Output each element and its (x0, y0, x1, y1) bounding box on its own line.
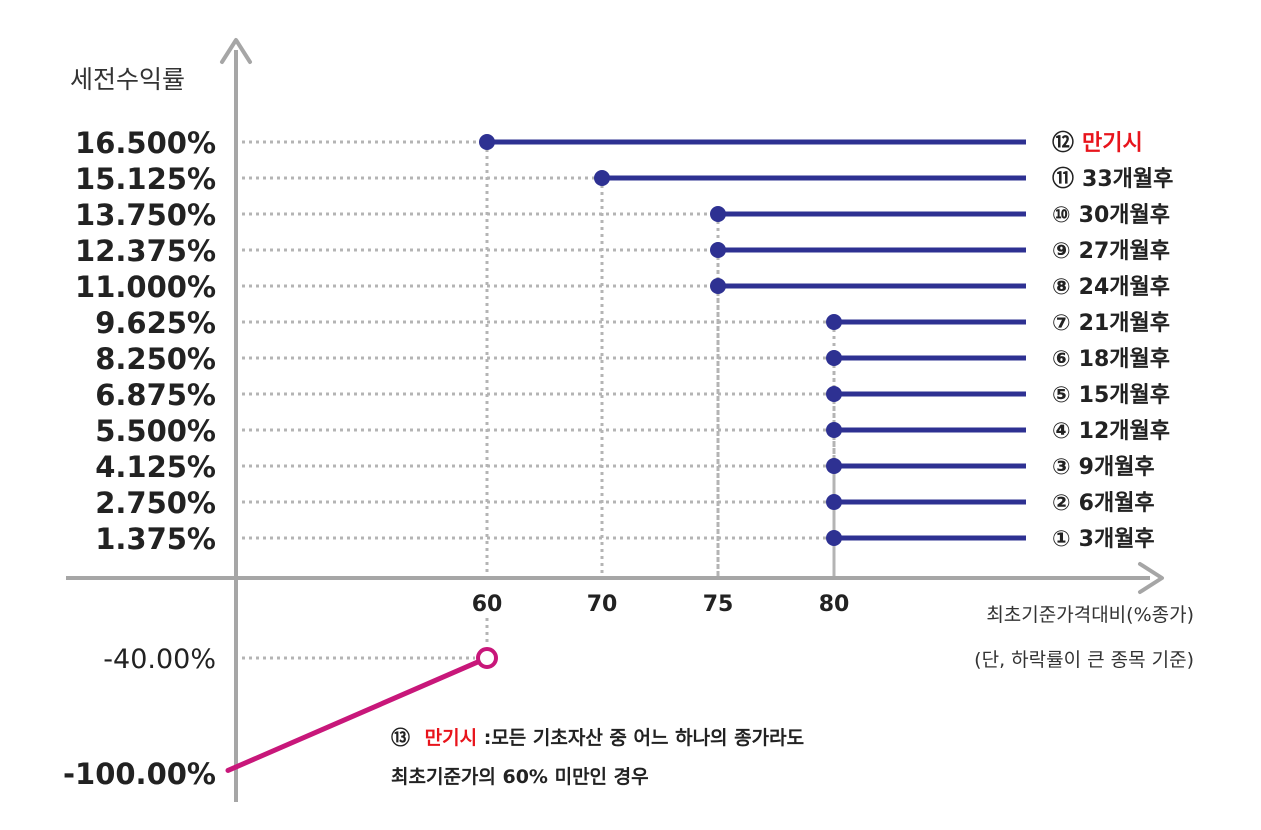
y-tick-label: 1.375% (95, 522, 216, 556)
loss-line (225, 659, 480, 773)
x-tick-label: 75 (703, 592, 734, 617)
y-tick-label: 15.125% (75, 162, 216, 196)
payoff-point (826, 494, 842, 510)
series-label-text: 15개월후 (1079, 383, 1170, 408)
y-tick-label: -100.00% (63, 757, 216, 791)
series-label-text: 27개월후 (1079, 239, 1170, 264)
payoff-point (826, 530, 842, 546)
series-label-text: 만기시 (1082, 131, 1143, 156)
y-tick-label: 16.500% (75, 126, 216, 160)
series-label-number: ⑪ (1052, 166, 1074, 192)
series-label: ⑦ 21개월후 (1052, 311, 1170, 336)
series-label: ⑤ 15개월후 (1052, 383, 1170, 408)
y-axis-title: 세전수익률 (70, 65, 185, 94)
y-tick-label: -40.00% (103, 644, 216, 675)
series-label-number: ③ (1052, 455, 1071, 480)
annotation-line-2: 최초기준가의 60% 미만인 경우 (391, 766, 649, 788)
payoff-point (710, 206, 726, 222)
series-label-number: ⑫ (1052, 130, 1074, 156)
payoff-point (826, 350, 842, 366)
y-tick-label: 5.500% (95, 414, 216, 448)
x-tick-label: 80 (819, 592, 850, 617)
series-labels: ⑫ 만기시 ⑪ 33개월후 ⑩ 30개월후 ⑨ 27개월후 ⑧ 24개월후 ⑦ 21개월후 ⑥ 18개월후… (1052, 130, 1173, 552)
series-label-number: ⑧ (1052, 275, 1071, 300)
payoff-point (594, 170, 610, 186)
payoff-point (826, 458, 842, 474)
y-tick-label: 11.000% (75, 270, 216, 304)
y-axis-arrow-icon (220, 38, 252, 64)
loss-point-open (476, 647, 498, 669)
series-label-number: ⑨ (1052, 239, 1071, 264)
y-tick-label: 8.250% (95, 342, 216, 376)
annotation-text-1: :모든 기초자산 중 어느 하나의 종가라도 (484, 727, 804, 749)
payoff-point (826, 386, 842, 402)
series-label: ⑧ 24개월후 (1052, 275, 1170, 300)
series-label-text: 18개월후 (1079, 347, 1170, 372)
payoff-point (479, 134, 495, 150)
annotation-line-1: ⑬ 만기시 :모든 기초자산 중 어느 하나의 종가라도 (391, 726, 804, 749)
y-tick-label: 12.375% (75, 234, 216, 268)
series-label: ⑨ 27개월후 (1052, 239, 1170, 264)
series-label-number: ⑦ (1052, 311, 1071, 336)
y-tick-label: 9.625% (95, 306, 216, 340)
series-label: ⑫ 만기시 (1052, 130, 1143, 156)
y-tick-label: 13.750% (75, 198, 216, 232)
payoff-point (710, 278, 726, 294)
series-label-text: 30개월후 (1079, 203, 1170, 228)
annotation-highlight: 만기시 (425, 727, 477, 749)
x-tick-label: 60 (472, 592, 503, 617)
series-label-text: 12개월후 (1079, 419, 1170, 444)
x-axis-note: (단, 하락률이 큰 종목 기준) (974, 649, 1194, 671)
series-label-number: ② (1052, 491, 1071, 516)
loss-series (225, 647, 498, 773)
series-label-text: 21개월후 (1079, 311, 1170, 336)
series-label-text: 3개월후 (1079, 527, 1155, 552)
x-axis-arrow-icon (1138, 562, 1164, 594)
guide-lines (242, 140, 836, 660)
annotation-number: ⑬ (391, 726, 410, 749)
payoff-point (710, 242, 726, 258)
series-label-number: ⑤ (1052, 383, 1071, 408)
x-tick-labels: 60 70 75 80 (472, 592, 850, 617)
payoff-point (826, 314, 842, 330)
series-label-number: ⑥ (1052, 347, 1071, 372)
payoff-series (479, 134, 1026, 546)
series-label: ① 3개월후 (1052, 527, 1155, 552)
axes (66, 38, 1164, 802)
y-tick-labels: 16.500%15.125%13.750%12.375%11.000%9.625… (63, 126, 216, 791)
y-tick-label: 4.125% (95, 450, 216, 484)
series-label-text: 9개월후 (1079, 455, 1155, 480)
series-label-text: 33개월후 (1082, 167, 1173, 192)
x-tick-label: 70 (587, 592, 618, 617)
series-label-number: ① (1052, 527, 1071, 552)
series-label-number: ⑩ (1052, 203, 1071, 228)
series-label: ⑩ 30개월후 (1052, 203, 1170, 228)
x-axis-title: 최초기준가격대비(%종가) (986, 604, 1194, 626)
series-label-number: ④ (1052, 419, 1071, 444)
series-label: ③ 9개월후 (1052, 455, 1155, 480)
y-tick-label: 6.875% (95, 378, 216, 412)
series-label: ⑪ 33개월후 (1052, 166, 1173, 192)
series-label: ④ 12개월후 (1052, 419, 1170, 444)
series-label-text: 24개월후 (1079, 275, 1170, 300)
series-label-text: 6개월후 (1079, 491, 1155, 516)
series-label: ⑥ 18개월후 (1052, 347, 1170, 372)
payoff-point (826, 422, 842, 438)
series-label: ② 6개월후 (1052, 491, 1155, 516)
y-tick-label: 2.750% (95, 486, 216, 520)
